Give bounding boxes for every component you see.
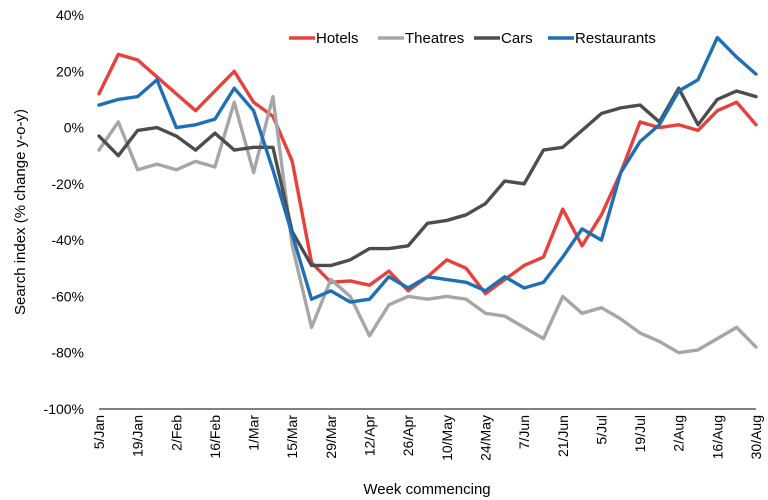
y-tick-label: 0% [64,120,84,136]
legend: Hotels Theatres Cars Restaurants [289,30,656,47]
x-tick-label: 5/Jan [91,415,107,449]
x-tick-label: 15/Mar [284,415,300,459]
x-axis: 5/Jan 19/Jan 2/Feb 16/Feb 1/Mar 15/Mar 29/Mar 1… [91,408,764,461]
x-tick-label: 10/May [439,415,455,461]
y-tick-label: -80% [51,345,84,361]
series-line-restaurants [97,35,758,304]
x-tick-label: 1/Mar [246,415,262,451]
legend-label-restaurants: Restaurants [575,30,656,47]
x-tick-label: 16/Feb [207,415,223,459]
y-tick-label: -100% [44,401,84,417]
legend-label-theatres: Theatres [405,30,464,47]
y-tick-label: -20% [51,176,84,192]
y-axis: -100% -80% -60% -40% -20% 0% 20% 40% [44,7,84,417]
x-tick-label: 7/Jun [516,415,532,449]
series-line-hotels [97,52,758,296]
series-layer [97,35,758,355]
x-tick-label: 2/Feb [168,415,184,451]
x-tick-label: 12/Apr [362,415,378,457]
x-tick-label: 26/Apr [400,415,416,457]
x-tick-label: 21/Jun [555,415,571,457]
x-tick-label: 19/Jul [632,415,648,452]
x-tick-label: 5/Jul [593,415,609,445]
x-tick-label: 24/May [477,415,493,461]
x-tick-label: 19/Jan [130,415,146,457]
y-tick-label: 40% [56,7,84,23]
y-tick-label: -60% [51,288,84,304]
y-tick-label: 20% [56,63,84,79]
y-axis-title: Search index (% change y-o-y) [12,109,29,315]
x-tick-label: 30/Aug [748,415,764,459]
series-line-cars [97,86,758,268]
series-line-theatres [97,94,758,355]
legend-label-cars: Cars [501,30,533,47]
x-tick-label: 2/Aug [671,415,687,452]
legend-label-hotels: Hotels [316,30,359,47]
x-tick-label: 16/Aug [709,415,725,459]
x-tick-label: 29/Mar [323,415,339,459]
y-tick-label: -40% [51,232,84,248]
x-axis-title: Week commencing [363,481,490,498]
